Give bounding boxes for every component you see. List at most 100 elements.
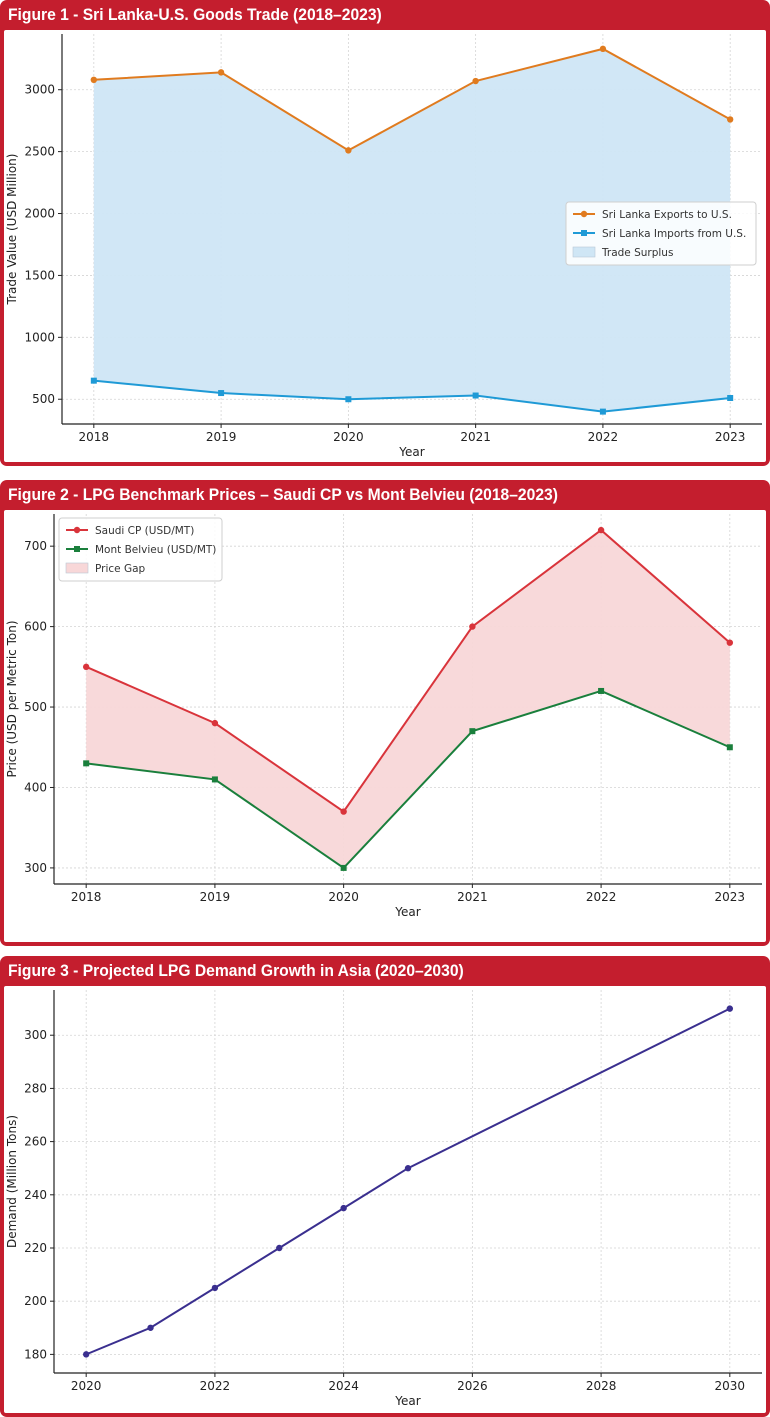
y-tick-label: 200: [24, 1294, 47, 1308]
y-tick-label: 220: [24, 1241, 47, 1255]
x-tick-label: 2020: [71, 1379, 102, 1393]
data-point: [726, 744, 733, 751]
data-point: [597, 526, 605, 534]
figure-3-title: Figure 3 - Projected LPG Demand Growth i…: [8, 961, 464, 980]
legend-entry: Sri Lanka Exports to U.S.: [602, 209, 732, 221]
x-tick-label: 2022: [586, 890, 617, 904]
legend-patch: [65, 562, 89, 574]
y-tick-label: 1500: [24, 268, 55, 282]
legend-marker: [73, 526, 81, 534]
data-point: [469, 623, 476, 630]
y-tick-label: 500: [24, 700, 47, 714]
x-axis-label: Year: [398, 445, 424, 459]
data-point: [404, 1165, 412, 1172]
y-tick-label: 2500: [24, 145, 55, 159]
data-point: [90, 76, 98, 84]
legend-entry: Mont Belvieu (USD/MT): [95, 544, 216, 556]
y-tick-label: 400: [24, 780, 47, 794]
y-tick-label: 3000: [24, 83, 55, 97]
data-point: [345, 147, 352, 154]
data-point: [598, 687, 605, 694]
legend-entry: Saudi CP (USD/MT): [95, 525, 194, 537]
y-tick-label: 500: [32, 392, 55, 406]
series-line-0: [85, 1007, 731, 1356]
data-point: [147, 1324, 154, 1331]
data-point: [726, 1005, 734, 1012]
y-tick-label: 600: [24, 620, 47, 634]
x-tick-label: 2026: [457, 1379, 488, 1393]
data-point: [340, 1204, 347, 1212]
x-tick-label: 2023: [715, 430, 746, 444]
x-tick-label: 2022: [588, 430, 619, 444]
series-line-0: [93, 47, 731, 152]
data-point: [472, 392, 479, 399]
data-point: [727, 395, 734, 401]
data-point: [469, 728, 476, 735]
figure-2-title: Figure 2 - LPG Benchmark Prices – Saudi …: [8, 485, 558, 504]
data-point: [82, 1351, 90, 1358]
legend-patch: [572, 246, 596, 258]
x-tick-label: 2023: [715, 890, 746, 904]
y-axis-label: Price (USD per Metric Ton): [5, 620, 19, 777]
figure-1-chart: 500 1000 1500 2000 2500 3000 2018 2019 2020 2021 2…: [5, 34, 762, 459]
x-tick-label: 2020: [328, 890, 359, 904]
x-tick-label: 2028: [586, 1379, 617, 1393]
x-tick-label: 2022: [200, 1379, 231, 1393]
x-tick-label: 2018: [71, 890, 102, 904]
legend-entry: Sri Lanka Imports from U.S.: [602, 228, 746, 240]
x-tick-label: 2019: [200, 890, 231, 904]
data-point: [599, 408, 606, 415]
series-line-1: [86, 689, 731, 870]
y-axis-label: Demand (Million Tons): [5, 1115, 19, 1248]
figure-1-plot-area: 500 1000 1500 2000 2500 3000 2018 2019 2020 2021 2…: [4, 30, 766, 462]
legend-marker: [581, 230, 587, 236]
fill-area-0: [93, 48, 731, 412]
figure-3-chart: 180 200 220 240 260 280 300 2020 2022 2024 2026 202…: [5, 990, 762, 1408]
x-tick-label: 2019: [206, 430, 237, 444]
x-tick-label: 2021: [460, 430, 491, 444]
x-tick-label: 2024: [328, 1379, 359, 1393]
x-axis-label: Year: [394, 1394, 420, 1408]
data-point: [82, 663, 90, 671]
y-tick-label: 180: [24, 1347, 47, 1361]
data-point: [90, 377, 97, 384]
data-point: [472, 77, 479, 85]
fill-area-1: [86, 530, 730, 868]
legend-entry: Price Gap: [95, 563, 146, 575]
legend-marker: [580, 210, 588, 218]
data-point: [345, 396, 352, 403]
y-tick-label: 1000: [24, 330, 55, 344]
y-axis-label: Trade Value (USD Million): [5, 154, 19, 306]
data-point: [276, 1244, 283, 1252]
figure-3-plot-area: 180 200 220 240 260 280 300 2020 2022 2024 2026 202…: [4, 986, 766, 1413]
data-point: [211, 1284, 219, 1292]
y-tick-label: 2000: [24, 207, 55, 221]
legend-box: [58, 517, 223, 582]
x-tick-label: 2030: [715, 1379, 746, 1393]
x-tick-label: 2021: [457, 890, 488, 904]
figure-2-plot-area: 300 400 500 600 700 2018 2019 2020 2021 2022 2023 Y…: [4, 510, 766, 942]
x-tick-label: 2020: [333, 430, 364, 444]
x-axis-label: Year: [394, 905, 420, 919]
x-tick-label: 2018: [79, 430, 110, 444]
legend-marker: [74, 546, 80, 552]
legend-box: [565, 201, 757, 266]
data-point: [726, 116, 734, 123]
y-tick-label: 300: [24, 861, 47, 875]
series-line-1: [93, 379, 731, 413]
figure-1-title: Figure 1 - Sri Lanka-U.S. Goods Trade (2…: [8, 5, 382, 24]
data-point: [211, 719, 219, 727]
y-tick-label: 280: [24, 1081, 47, 1095]
y-tick-label: 300: [24, 1028, 47, 1042]
data-point: [218, 390, 225, 397]
figure-3-panel: Figure 3 - Projected LPG Demand Growth i…: [0, 956, 770, 1417]
data-point: [340, 808, 347, 815]
legend-entry: Trade Surplus: [601, 247, 673, 259]
data-point: [211, 776, 218, 783]
y-tick-label: 260: [24, 1135, 47, 1149]
data-point: [340, 864, 347, 871]
y-tick-label: 240: [24, 1188, 47, 1202]
data-point: [217, 69, 225, 76]
figure-2-chart: 300 400 500 600 700 2018 2019 2020 2021 2022 2023 Y…: [5, 514, 762, 919]
figure-2-panel: Figure 2 - LPG Benchmark Prices – Saudi …: [0, 480, 770, 946]
